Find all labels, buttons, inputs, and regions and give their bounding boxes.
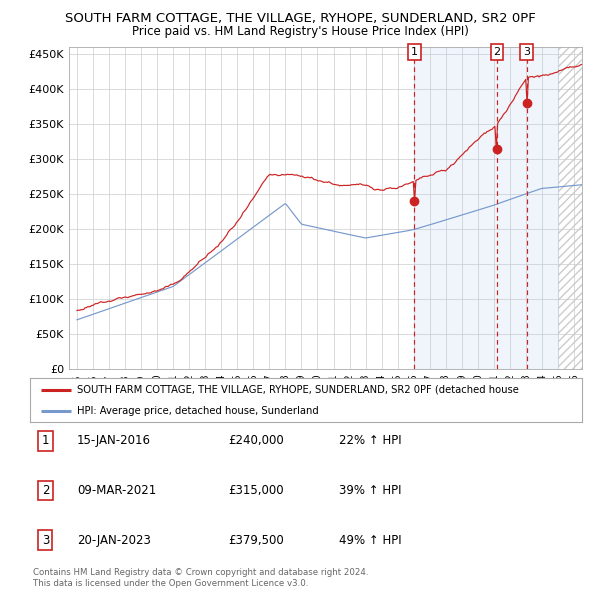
Bar [415,47,558,369]
Text: 1: 1 [42,434,49,447]
Text: HPI: Average price, detached house, Sunderland: HPI: Average price, detached house, Sund… [77,406,319,416]
Text: 1: 1 [411,47,418,57]
Text: 22% ↑ HPI: 22% ↑ HPI [339,434,402,447]
Text: 49% ↑ HPI: 49% ↑ HPI [339,534,402,547]
Text: £315,000: £315,000 [229,484,284,497]
Text: 3: 3 [42,534,49,547]
Text: 09-MAR-2021: 09-MAR-2021 [77,484,156,497]
Text: 2: 2 [42,484,49,497]
Text: This data is licensed under the Open Government Licence v3.0.: This data is licensed under the Open Gov… [33,579,308,588]
Text: 15-JAN-2016: 15-JAN-2016 [77,434,151,447]
Text: SOUTH FARM COTTAGE, THE VILLAGE, RYHOPE, SUNDERLAND, SR2 0PF (detached house: SOUTH FARM COTTAGE, THE VILLAGE, RYHOPE,… [77,385,519,395]
Text: SOUTH FARM COTTAGE, THE VILLAGE, RYHOPE, SUNDERLAND, SR2 0PF: SOUTH FARM COTTAGE, THE VILLAGE, RYHOPE,… [65,12,535,25]
Text: 20-JAN-2023: 20-JAN-2023 [77,534,151,547]
Text: £240,000: £240,000 [229,434,284,447]
Text: 3: 3 [523,47,530,57]
Text: 2: 2 [493,47,500,57]
Text: 39% ↑ HPI: 39% ↑ HPI [339,484,401,497]
Text: £379,500: £379,500 [229,534,284,547]
Text: Price paid vs. HM Land Registry's House Price Index (HPI): Price paid vs. HM Land Registry's House … [131,25,469,38]
Text: Contains HM Land Registry data © Crown copyright and database right 2024.: Contains HM Land Registry data © Crown c… [33,568,368,576]
